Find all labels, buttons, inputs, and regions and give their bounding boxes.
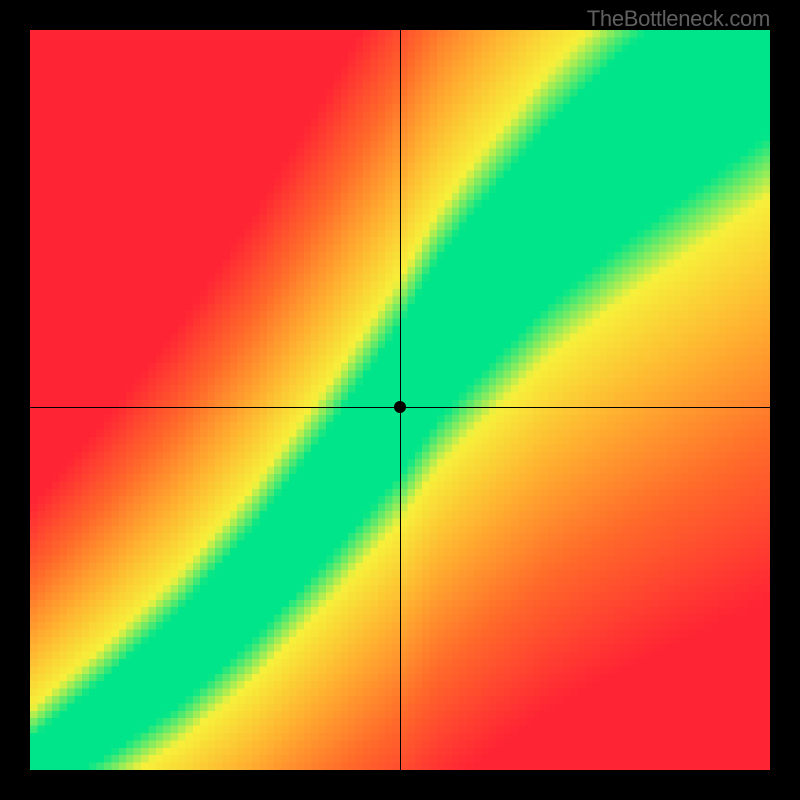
heatmap-plot: [30, 30, 770, 770]
crosshair-marker: [394, 401, 406, 413]
crosshair-vertical: [400, 30, 401, 770]
watermark-text: TheBottleneck.com: [587, 6, 770, 32]
chart-container: TheBottleneck.com: [0, 0, 800, 800]
